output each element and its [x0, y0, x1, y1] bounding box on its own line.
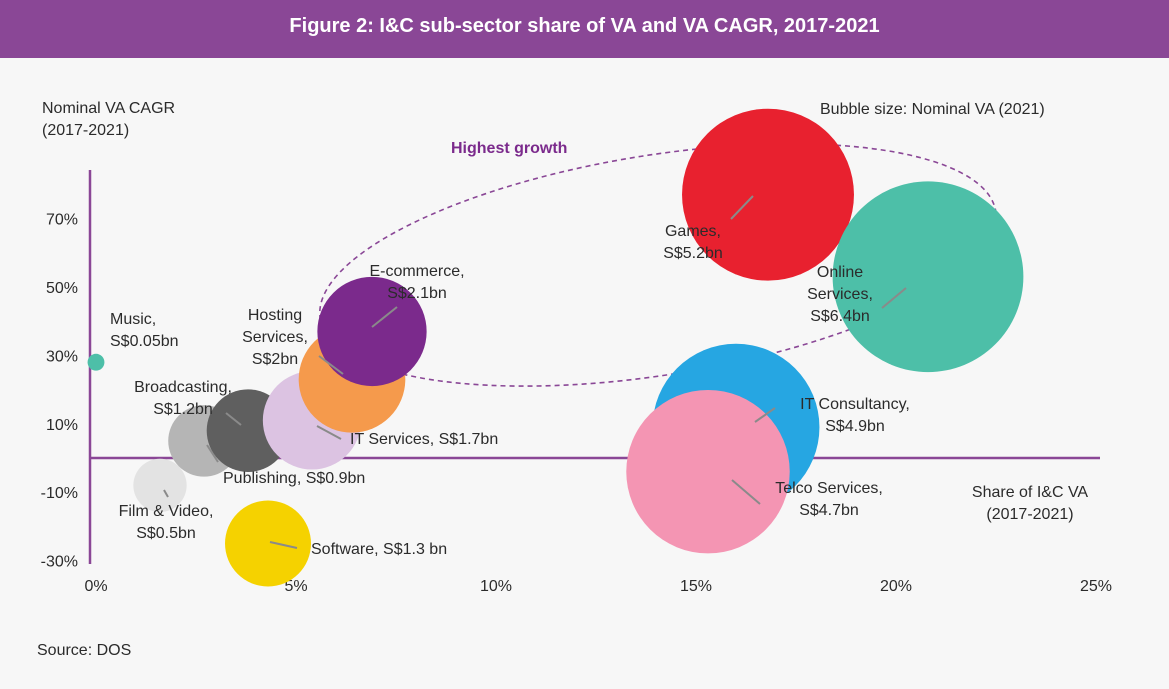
bubble-label-e-commerce: E-commerce, S$2.1bn	[369, 263, 464, 302]
bubble-label-line: S$4.7bn	[799, 502, 859, 519]
bubble-label-broadcasting: Broadcasting, S$1.2bn	[134, 379, 232, 418]
bubble-label-it-consultancy: IT Consultancy, S$4.9bn	[800, 396, 910, 435]
bubble-online-services	[832, 181, 1024, 373]
bubble-label-line: S$4.9bn	[825, 418, 885, 435]
bubble-games	[682, 108, 854, 281]
leaders-layer	[163, 195, 907, 549]
y-tick-label: 70%	[46, 212, 78, 229]
x-tick-label: 0%	[84, 578, 107, 595]
bubble-label-film-video: Film & Video, S$0.5bn	[119, 503, 214, 542]
bubble-label-line: S$6.4bn	[810, 308, 870, 325]
x-axis-label: Share of I&C VA (2017-2021)	[955, 482, 1105, 526]
highest-growth-annotation: Highest growth	[451, 140, 568, 157]
bubble-label-line: Music,	[110, 311, 156, 328]
x-tick-label: 20%	[880, 578, 912, 595]
bubble-label-line: IT Services, S$1.7bn	[350, 431, 498, 448]
labels-layer: Music, S$0.05bn Film & Video, S$0.5bn Publis…	[110, 223, 910, 558]
leader-line-it-services	[316, 425, 342, 440]
bubble-label-line: Software, S$1.3 bn	[311, 541, 447, 558]
bubble-label-line: Services,	[242, 329, 308, 346]
y-tick-label: -10%	[41, 485, 78, 502]
bubble-size-note: Bubble size: Nominal VA (2021)	[820, 101, 1045, 118]
y-tick-label: -30%	[41, 554, 78, 571]
bubble-telco-services	[626, 389, 790, 554]
bubble-label-online-services: Online Services, S$6.4bn	[807, 264, 873, 325]
y-axis-label: Nominal VA CAGR (2017-2021)	[42, 98, 175, 142]
y-axis-label-line-1: Nominal VA CAGR	[42, 100, 176, 117]
bubble-software	[225, 500, 311, 587]
bubble-label-line: Online	[817, 264, 863, 281]
leader-line-telco-services	[731, 479, 761, 505]
bubble-label-line: Services,	[807, 286, 873, 303]
bubble-label-it-services: IT Services, S$1.7bn	[350, 431, 498, 448]
bubble-label-line: Broadcasting,	[134, 379, 232, 396]
bubble-label-line: S$1.2bn	[153, 401, 213, 418]
y-tick-label: 10%	[46, 417, 78, 434]
bubble-label-music: Music, S$0.05bn	[110, 311, 179, 350]
leader-line-it-consultancy	[754, 407, 776, 423]
bubble-label-line: Publishing, S$0.9bn	[223, 470, 365, 487]
leader-line-broadcasting	[225, 412, 242, 426]
leader-line-publishing	[206, 444, 219, 463]
x-axis-label-line-2: (2017-2021)	[986, 506, 1074, 523]
bubble-music	[87, 353, 105, 371]
x-axis-label-line-1: Share of I&C VA	[971, 484, 1089, 501]
leader-line-e-commerce	[371, 306, 398, 328]
bubble-label-line: Telco Services,	[775, 480, 883, 497]
bubble-label-line: S$2.1bn	[387, 285, 447, 302]
bubbles-layer	[87, 108, 1024, 587]
x-tick-label: 25%	[1080, 578, 1112, 595]
x-tick-label: 5%	[284, 578, 307, 595]
leader-line-film-video	[163, 489, 169, 498]
y-axis-label-line-2: (2017-2021)	[42, 122, 130, 139]
bubble-label-line: S$0.5bn	[136, 525, 196, 542]
x-tick-label: 15%	[680, 578, 712, 595]
bubble-label-line: E-commerce,	[369, 263, 464, 280]
bubble-label-line: Hosting	[248, 307, 302, 324]
y-tick-label: 50%	[46, 280, 78, 297]
figure-title: Figure 2: I&C sub-sector share of VA and…	[289, 15, 880, 37]
bubble-label-software: Software, S$1.3 bn	[311, 541, 447, 558]
leader-line-software	[269, 541, 298, 549]
bubble-film-video	[133, 458, 187, 513]
bubble-label-telco-services: Telco Services, S$4.7bn	[775, 480, 883, 519]
bubble-label-line: Games,	[665, 223, 721, 240]
bubble-label-line: S$2bn	[252, 351, 298, 368]
bubble-label-line: S$0.05bn	[110, 333, 179, 350]
bubble-e-commerce	[317, 276, 427, 387]
bubble-label-line: S$5.2bn	[663, 245, 723, 262]
bubble-label-publishing: Publishing, S$0.9bn	[223, 470, 365, 487]
bubble-label-hosting-services: Hosting Services, S$2bn	[242, 307, 308, 368]
figure-header: Figure 2: I&C sub-sector share of VA and…	[0, 0, 1169, 58]
leader-line-online-services	[881, 287, 907, 309]
leader-line-games	[730, 195, 754, 220]
y-tick-label: 30%	[46, 348, 78, 365]
x-tick-label: 10%	[480, 578, 512, 595]
bubble-label-games: Games, S$5.2bn	[663, 223, 723, 262]
bubble-label-line: IT Consultancy,	[800, 396, 910, 413]
source-note: Source: DOS	[37, 642, 132, 659]
leader-line-hosting-services	[318, 355, 344, 375]
bubble-label-line: Film & Video,	[119, 503, 214, 520]
